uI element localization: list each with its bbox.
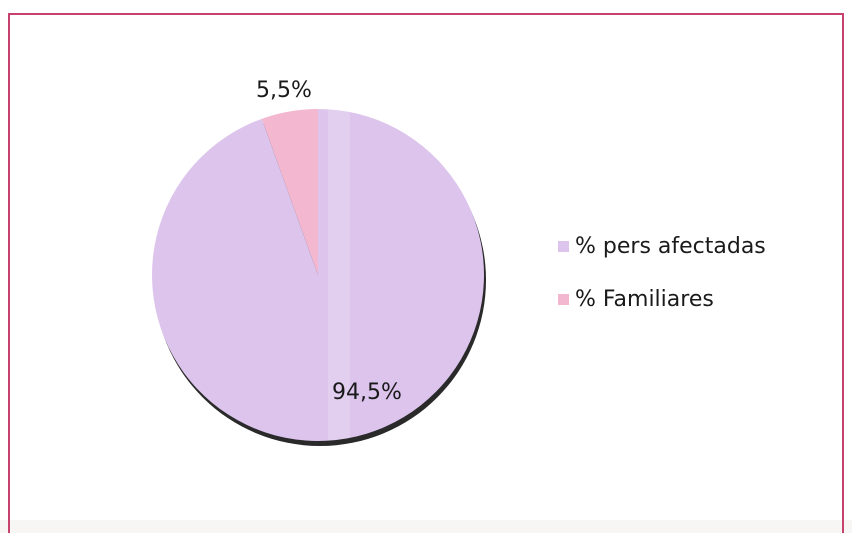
legend-label-familiares: % Familiares (575, 286, 714, 312)
chart-legend: % pers afectadas % Familiares (558, 232, 766, 338)
slice-familiares (261, 109, 318, 275)
pie-chart: 94,5% 5,5% (151, 78, 486, 446)
slice-pers-afectadas (151, 109, 484, 441)
pie-highlight-band (328, 109, 350, 441)
legend-item-familiares: % Familiares (558, 285, 766, 313)
legend-swatch-pers-afectadas (558, 240, 569, 252)
legend-item-pers-afectadas: % pers afectadas (558, 232, 766, 260)
slice-label-familiares: 5,5% (256, 78, 312, 103)
legend-label-pers-afectadas: % pers afectadas (575, 233, 766, 259)
pie-slices (151, 109, 484, 441)
legend-swatch-familiares (558, 293, 569, 305)
chart-border (8, 13, 844, 533)
slice-label-pers-afectadas: 94,5% (332, 380, 402, 405)
